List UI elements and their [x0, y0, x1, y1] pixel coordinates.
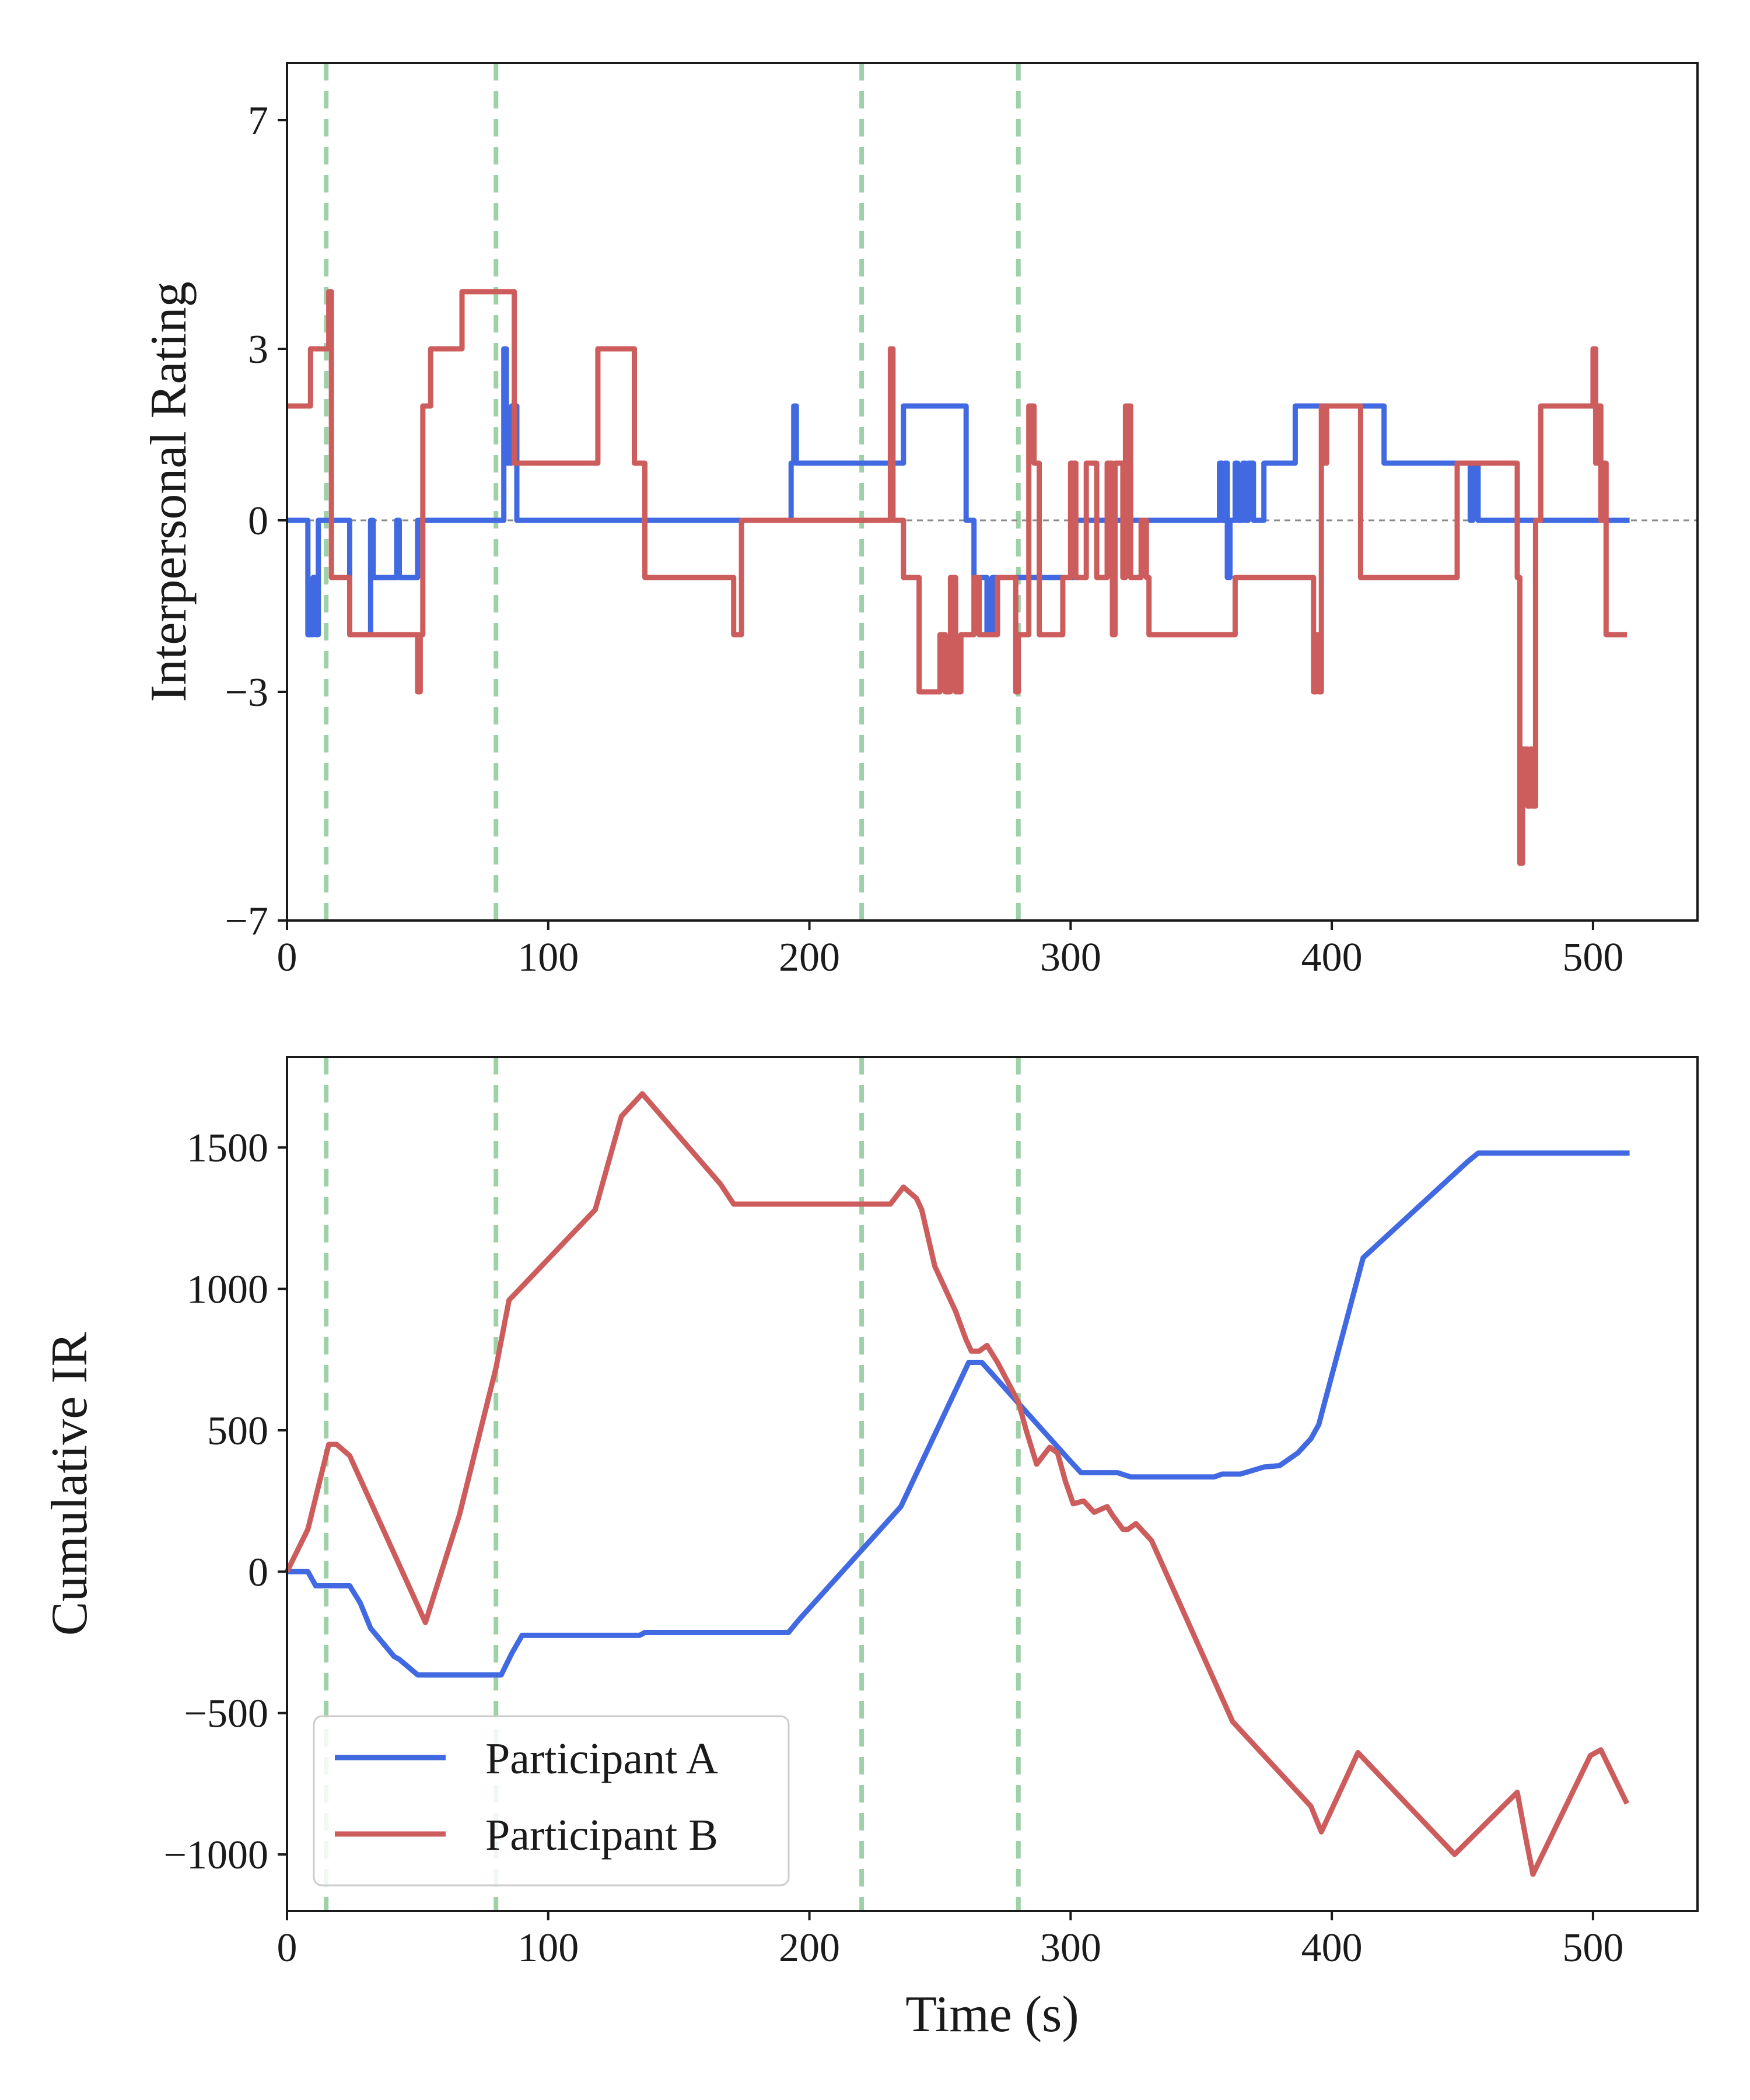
cumulative-chart: 0 100 200 300 400 500 1500 1000 500 0 −500 −1000 Cu… [41, 1056, 1699, 2043]
series-line-participant-b [287, 289, 1628, 866]
y-tick-label: 500 [207, 1409, 268, 1454]
x-tick-label: 200 [779, 935, 840, 980]
series-line-participant-a [287, 1150, 1630, 1678]
rating-chart: 0 100 200 300 400 500 7 3 0 −3 −7 Interpersonal Ra… [141, 62, 1699, 980]
rating-chart-frame [286, 62, 1699, 922]
y-tick-label: 7 [248, 99, 268, 144]
x-tick-label: 300 [1040, 935, 1101, 980]
x-tick-label: 300 [1040, 1926, 1101, 1971]
y-tick-label: 0 [248, 1550, 268, 1595]
x-tick-label: 0 [277, 935, 298, 980]
y-tick-label: 1000 [187, 1268, 268, 1312]
legend-label-participant-a: Participant A [485, 1734, 718, 1783]
x-tick-label: 400 [1301, 1926, 1363, 1971]
series-line-participant-a [287, 346, 1630, 638]
x-tick-label: 400 [1301, 935, 1363, 980]
series-line-participant-b [284, 1091, 1630, 1877]
y-tick-label: −1000 [164, 1833, 268, 1878]
y-tick-label: −500 [184, 1692, 268, 1737]
x-tick-label: 0 [277, 1926, 298, 1971]
y-tick-label: 3 [248, 327, 268, 372]
rating-y-axis-label: Interpersonal Rating [141, 282, 197, 702]
y-tick-label: 1500 [187, 1126, 268, 1171]
x-tick-label: 200 [779, 1926, 840, 1971]
x-tick-label: 100 [517, 1926, 579, 1971]
x-axis-label: Time (s) [905, 1986, 1079, 2043]
y-tick-label: −7 [225, 899, 268, 944]
legend: Participant A Participant B [313, 1715, 790, 1887]
x-tick-label: 500 [1562, 1926, 1623, 1971]
cumulative-chart-frame [286, 1056, 1699, 1912]
y-tick-label: −3 [225, 670, 268, 715]
y-tick-label: 0 [248, 499, 268, 544]
x-tick-label: 100 [517, 935, 579, 980]
cumulative-y-axis-label: Cumulative IR [41, 1332, 98, 1636]
legend-label-participant-b: Participant B [485, 1811, 718, 1860]
x-tick-label: 500 [1562, 935, 1623, 980]
